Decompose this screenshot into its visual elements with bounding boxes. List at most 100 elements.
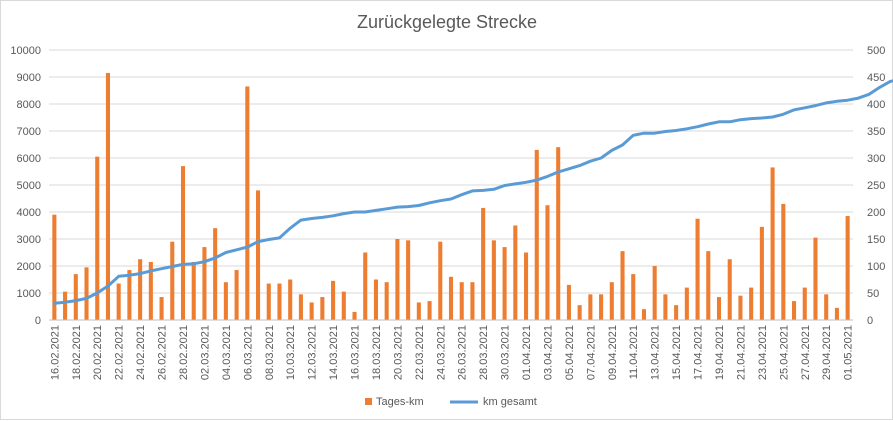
x-tick-label: 22.02.2021 <box>114 325 126 380</box>
bar-tages-km <box>524 252 529 320</box>
bar-tages-km <box>652 266 657 320</box>
bar-tages-km <box>277 283 282 320</box>
bar-tages-km <box>73 274 78 320</box>
y-right-tick-label: 100 <box>867 261 885 273</box>
bar-tages-km <box>684 287 689 320</box>
x-tick-label: 13.04.2021 <box>650 325 662 380</box>
bar-tages-km <box>105 72 110 320</box>
x-tick-label: 04.03.2021 <box>221 325 233 380</box>
bar-tages-km <box>438 241 443 320</box>
bar-tages-km <box>738 295 743 320</box>
x-tick-label: 24.03.2021 <box>435 325 447 380</box>
x-tick-label: 12.03.2021 <box>307 325 319 380</box>
y-left-tick-label: 7000 <box>17 126 41 138</box>
x-tick-label: 14.03.2021 <box>328 325 340 380</box>
line-km-gesamt <box>52 79 893 305</box>
y-right-tick-label: 250 <box>867 180 885 192</box>
x-tick-label: 01.04.2021 <box>521 325 533 380</box>
bar-tages-km <box>695 218 700 320</box>
x-tick-label: 01.05.2021 <box>843 325 855 380</box>
bar-tages-km <box>802 287 807 320</box>
x-tick-label: 09.04.2021 <box>607 325 619 380</box>
x-tick-label: 20.02.2021 <box>92 325 104 380</box>
bar-series <box>52 72 850 320</box>
y-left-tick-label: 9000 <box>17 72 41 84</box>
x-tick-label: 25.04.2021 <box>778 325 790 380</box>
bar-tages-km <box>845 216 850 320</box>
bar-tages-km <box>341 291 346 320</box>
x-axis: 16.02.2021 18.02.2021 20.02.2021 22.02.2021… <box>49 319 855 380</box>
bar-tages-km <box>202 247 207 320</box>
x-tick-label: 16.02.2021 <box>49 325 61 380</box>
bar-tages-km <box>309 302 314 320</box>
y-left-tick-label: 3000 <box>17 234 41 246</box>
bar-tages-km <box>256 190 261 320</box>
bar-tages-km <box>813 237 818 320</box>
y-right-tick-label: 50 <box>867 288 879 300</box>
bar-tages-km <box>416 302 421 320</box>
bar-tages-km <box>406 240 411 320</box>
y-right-tick-label: 400 <box>867 99 885 111</box>
x-tick-label: 11.04.2021 <box>628 325 640 379</box>
y-left-tick-label: 2000 <box>17 261 41 273</box>
x-tick-label: 16.03.2021 <box>350 325 362 380</box>
bar-tages-km <box>363 252 368 320</box>
bar-tages-km <box>223 282 228 320</box>
left-axis: 0 1000 2000 3000 4000 5000 6000 7000 8000 9000 100… <box>10 45 41 327</box>
bar-tages-km <box>609 282 614 320</box>
bar-tages-km <box>481 207 486 320</box>
bar-tages-km <box>170 241 175 320</box>
bar-tages-km <box>234 270 239 320</box>
bar-tages-km <box>298 294 303 320</box>
bar-tages-km <box>663 294 668 320</box>
bar-tages-km <box>63 291 68 320</box>
x-tick-label: 08.03.2021 <box>264 325 276 380</box>
bar-tages-km <box>320 297 325 320</box>
bar-tages-km <box>781 203 786 320</box>
bar-tages-km <box>213 228 218 320</box>
bar-tages-km <box>427 301 432 320</box>
x-tick-label: 18.02.2021 <box>71 325 83 380</box>
y-right-tick-label: 350 <box>867 126 885 138</box>
bar-tages-km <box>127 270 132 320</box>
x-tick-label: 03.04.2021 <box>542 325 554 380</box>
x-tick-label: 18.03.2021 <box>371 325 383 380</box>
bar-tages-km <box>384 282 389 320</box>
x-tick-label: 15.04.2021 <box>671 325 683 380</box>
x-tick-label: 30.03.2021 <box>500 325 512 380</box>
x-tick-label: 29.04.2021 <box>821 325 833 380</box>
legend-label-tages-km: Tages-km <box>376 396 424 408</box>
bar-tages-km <box>148 261 153 320</box>
bar-tages-km <box>159 297 164 320</box>
bar-tages-km <box>674 305 679 320</box>
chart-title: Zurückgelegte Strecke <box>357 12 537 32</box>
y-left-tick-label: 0 <box>35 315 41 327</box>
legend: Tages-km km gesamt <box>365 396 537 408</box>
bar-tages-km <box>288 279 293 320</box>
bar-tages-km <box>513 225 518 320</box>
bar-tages-km <box>727 259 732 320</box>
bar-tages-km <box>770 167 775 320</box>
y-left-tick-label: 6000 <box>17 153 41 165</box>
bar-tages-km <box>191 261 196 320</box>
bar-tages-km <box>180 166 186 320</box>
y-left-tick-label: 4000 <box>17 207 41 219</box>
x-tick-label: 27.04.2021 <box>800 325 812 380</box>
legend-label-km-gesamt: km gesamt <box>483 396 537 408</box>
right-axis: 0 50 100 150 200 250 300 350 400 450 500 <box>867 45 885 327</box>
y-left-tick-label: 1000 <box>17 288 41 300</box>
y-left-tick-label: 10000 <box>10 45 41 57</box>
y-right-tick-label: 150 <box>867 234 885 246</box>
x-tick-label: 28.02.2021 <box>178 325 190 380</box>
bar-tages-km <box>588 294 593 320</box>
y-right-tick-label: 450 <box>867 72 885 84</box>
bar-tages-km <box>631 274 636 320</box>
x-tick-label: 24.02.2021 <box>135 325 147 380</box>
bar-tages-km <box>577 305 582 320</box>
x-tick-label: 19.04.2021 <box>714 325 726 380</box>
bar-tages-km <box>706 251 711 320</box>
bar-tages-km <box>52 214 57 320</box>
bar-tages-km <box>641 309 646 320</box>
